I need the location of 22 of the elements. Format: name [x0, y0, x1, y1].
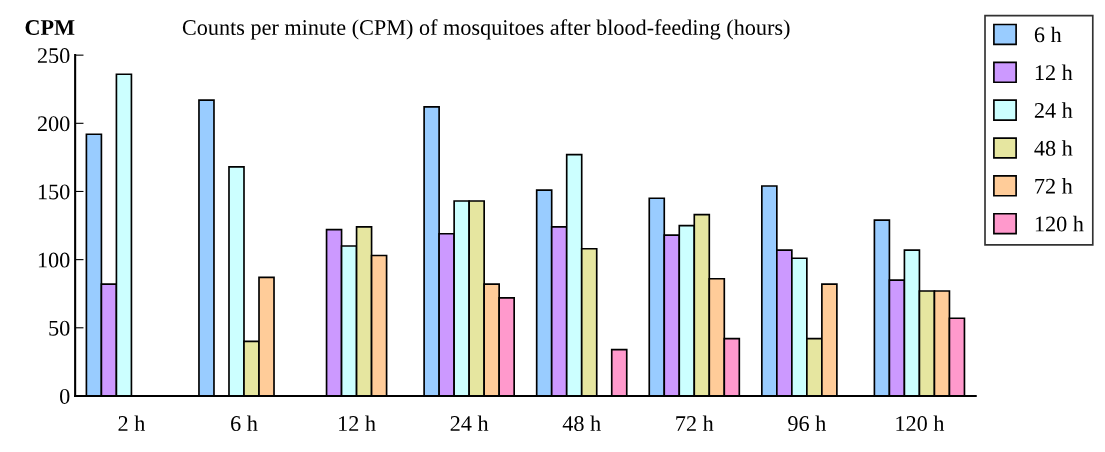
x-tick-label: 6 h	[231, 415, 258, 432]
x-tick-label: 72 h	[676, 415, 714, 431]
legend-label: 24 h	[1034, 102, 1073, 118]
legend-label: 72 h	[1035, 178, 1073, 194]
x-tick-label: 120 h	[896, 415, 945, 432]
x-tick-label: 24 h	[450, 415, 489, 431]
legend-label: 12 h	[1035, 64, 1073, 80]
x-tick-label: 12 h	[339, 415, 376, 431]
chart-title: Counts per minute (CPM) of mosquitoes after blood-feeding (hours)	[182, 19, 790, 40]
y-tick-label: 50	[49, 320, 70, 336]
legend-label: 48 h	[1034, 140, 1073, 156]
y-tick-label: 0	[60, 388, 70, 404]
y-tick-label: 100	[38, 252, 70, 268]
y-tick-label: 150	[38, 184, 70, 200]
x-tick-label: 2 h	[118, 415, 146, 431]
y-tick-label: 250	[37, 48, 70, 64]
legend-label: 120 h	[1035, 215, 1084, 232]
y-tick-label: 200	[37, 116, 70, 132]
legend-label: 6 h	[1034, 26, 1062, 43]
x-tick-label: 96 h	[788, 415, 827, 432]
x-tick-label: 48 h	[562, 415, 601, 432]
y-axis-title: CPM	[25, 20, 75, 35]
